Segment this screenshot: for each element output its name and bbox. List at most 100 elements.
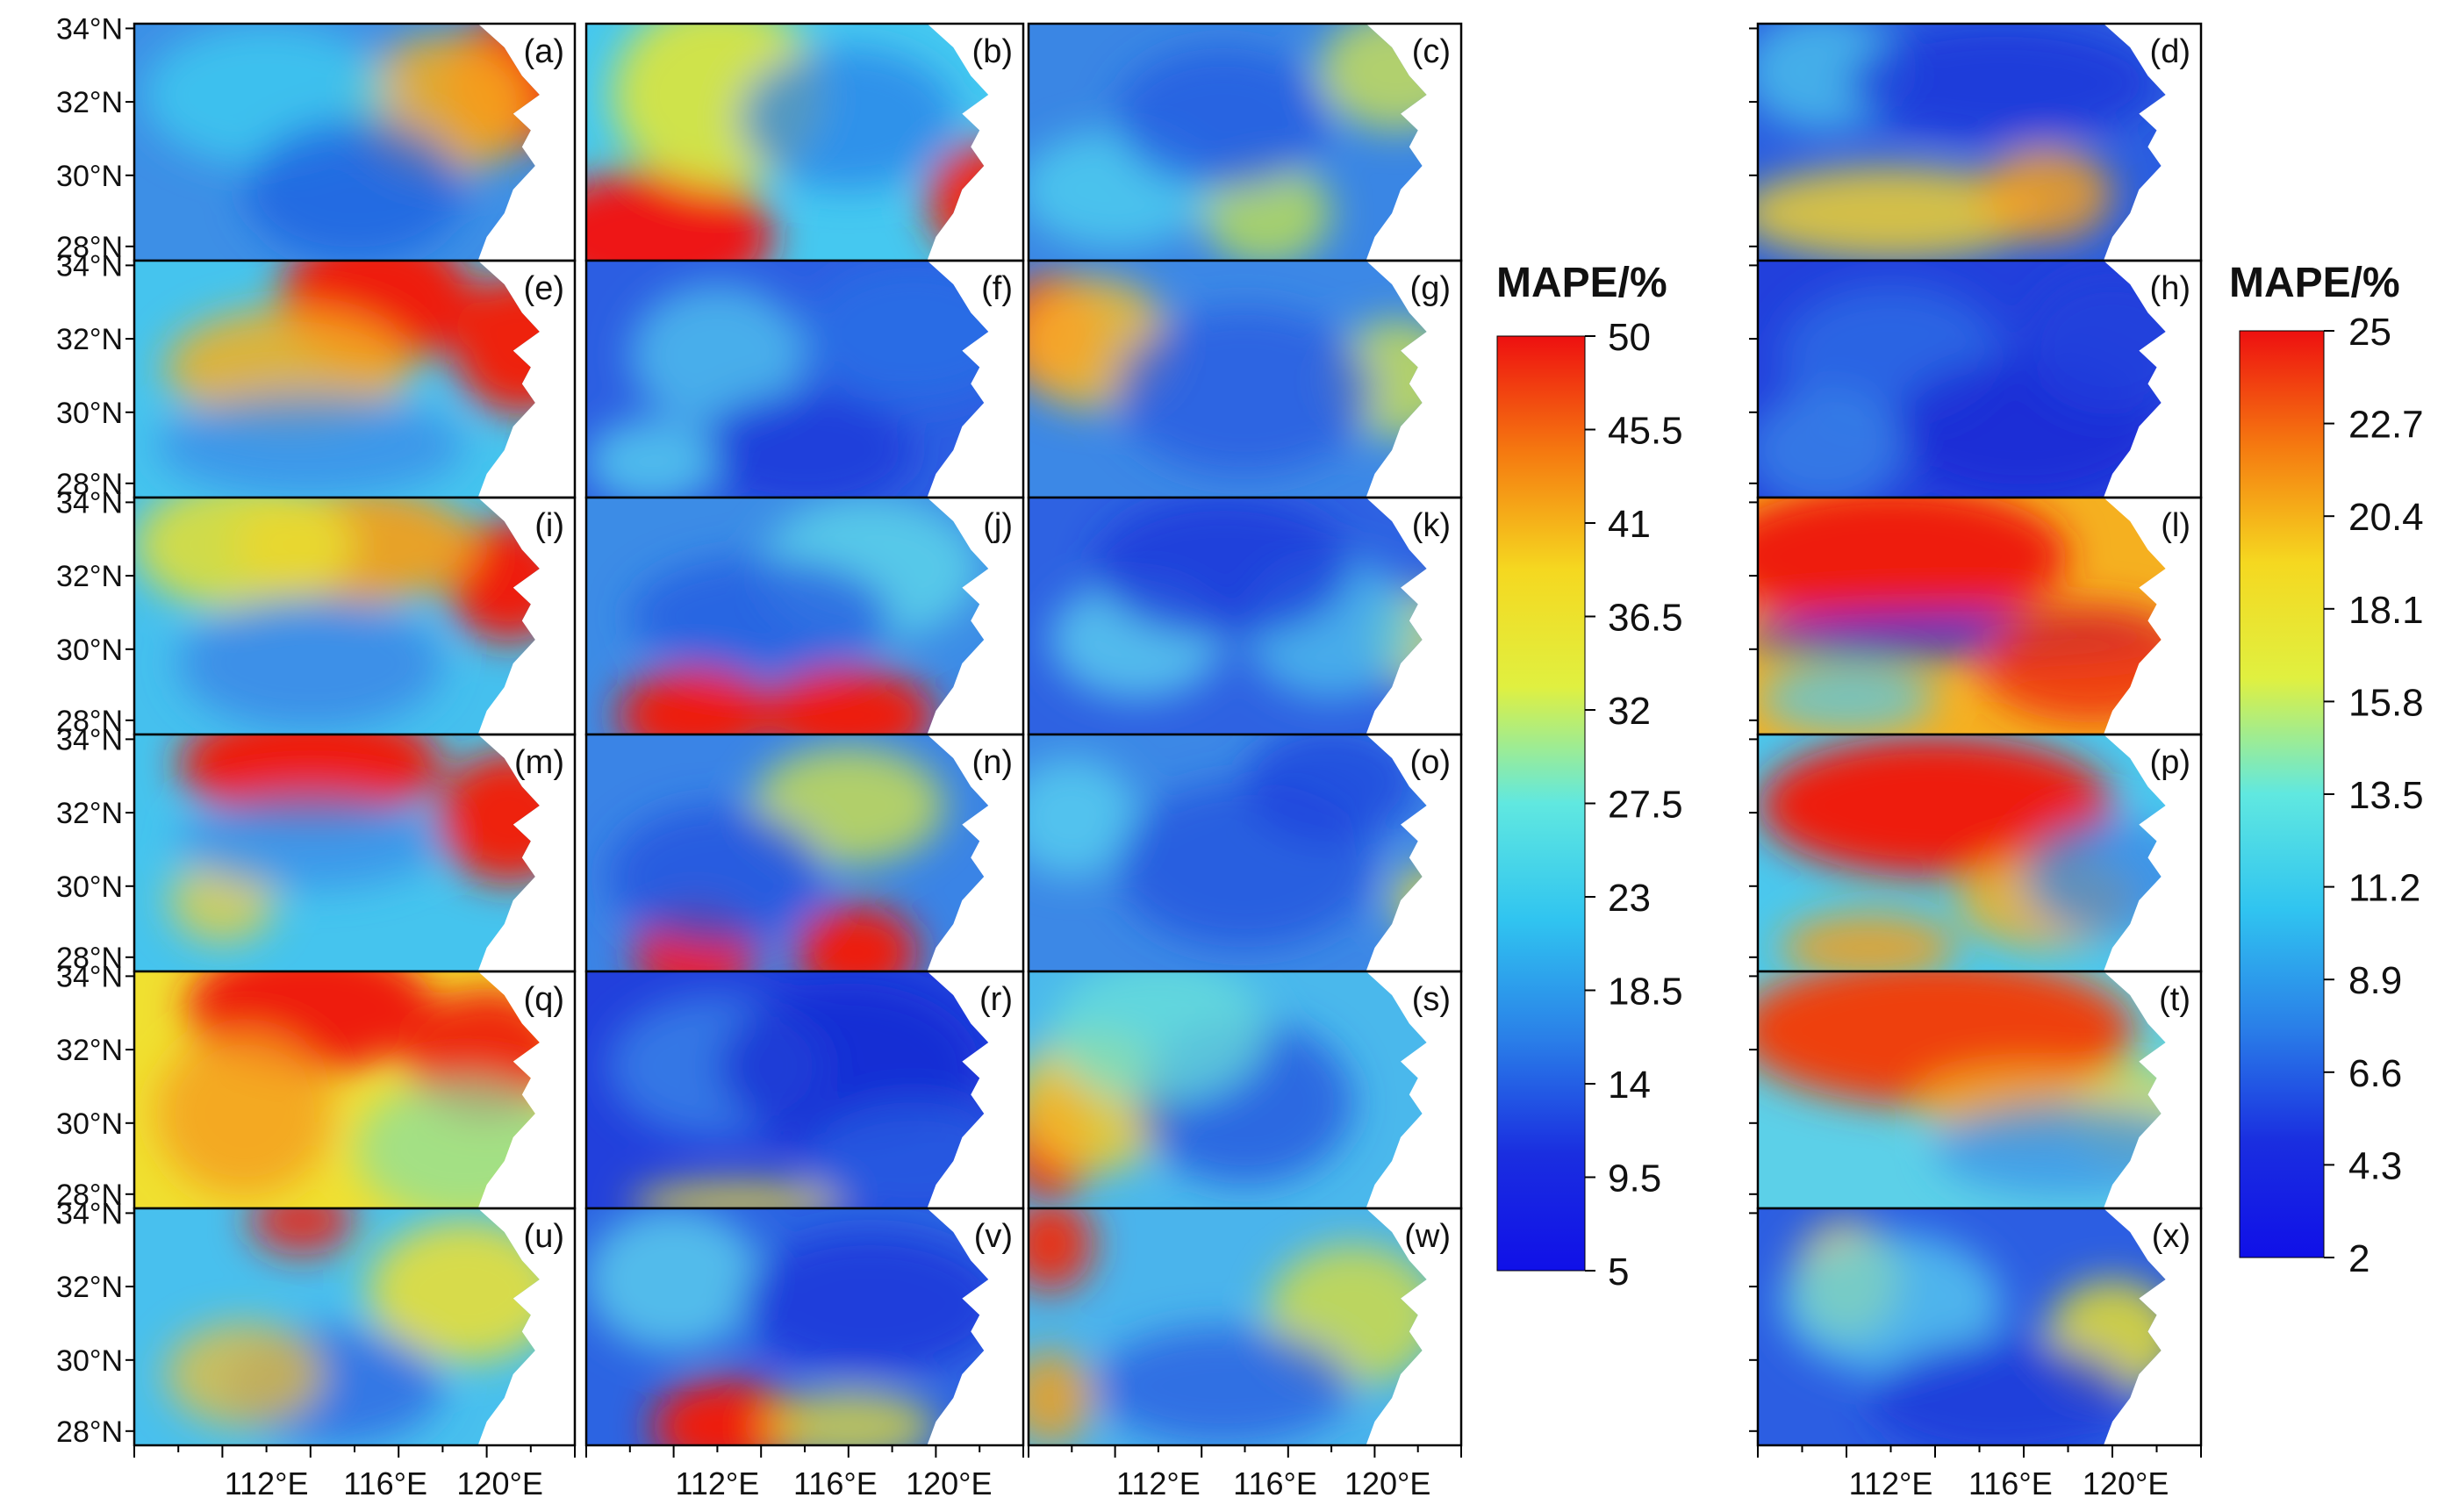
field-region (1029, 1351, 1093, 1445)
field-region (156, 393, 465, 498)
field-region (695, 391, 914, 498)
mape-field (586, 261, 989, 498)
panel-label: (r) (979, 981, 1013, 1018)
map-panel: (d) (1756, 22, 2203, 262)
mape-field (586, 498, 989, 735)
map-panel: (n) (584, 733, 1025, 973)
field-region (1758, 663, 1935, 735)
field-region (165, 1322, 324, 1427)
map-panel: (m) (133, 733, 577, 973)
field-region (178, 735, 443, 822)
map-panel: (q) (133, 970, 577, 1210)
field-region (178, 793, 443, 889)
panel-label: (g) (1410, 270, 1451, 307)
map-panel: (v) (584, 1207, 1025, 1447)
mape-field (1029, 971, 1427, 1208)
field-region (1758, 735, 2112, 877)
field-region (1758, 391, 1904, 498)
field-region (1318, 24, 1427, 131)
map-panel: (p) (1756, 733, 2203, 973)
field-region (1244, 735, 1418, 842)
mape-field (134, 261, 540, 498)
mape-field (1758, 971, 2166, 1208)
field-region (244, 118, 465, 261)
panel-label: (u) (524, 1218, 564, 1255)
lon-tick-label: 112°E (225, 1465, 309, 1501)
colorbar-tick-label: 22.7 (2348, 404, 2424, 447)
map-panel: (t) (1756, 970, 2203, 1210)
field-region (1868, 1338, 2135, 1445)
field-region (1780, 912, 1958, 971)
mape-field (1029, 24, 1427, 261)
field-region (1029, 758, 1137, 877)
map-panel: (b) (584, 22, 1025, 262)
map-panel: (i) (133, 496, 577, 736)
lat-tick-label: 28°N (56, 231, 123, 264)
colorbar-tick-label: 6.6 (2348, 1052, 2402, 1095)
panel-label: (w) (1404, 1218, 1451, 1255)
mape-field (134, 24, 540, 261)
lon-tick-label: 120°E (456, 1465, 542, 1501)
field-region (1050, 971, 1267, 1102)
lat-tick-label: 28°N (56, 942, 123, 975)
lon-tick-label: 116°E (1233, 1465, 1317, 1501)
colorbar-tick-label: 2 (2348, 1237, 2370, 1280)
colorbar-left-title: MAPE/% (1496, 260, 1667, 306)
lat-tick-label: 30°N (56, 871, 123, 904)
field-region (156, 1030, 333, 1197)
colorbar-tick-label: 13.5 (2348, 774, 2424, 817)
mape-field (1758, 498, 2166, 735)
lat-tick-label: 32°N (56, 1034, 123, 1067)
mape-field (1029, 735, 1427, 971)
mape-field (1758, 261, 2166, 498)
lat-tick-label: 34°N (56, 723, 123, 756)
field-region (1029, 1208, 1093, 1292)
lat-tick-label: 30°N (56, 397, 123, 430)
panel-label: (j) (983, 507, 1013, 544)
mape-field (134, 498, 540, 735)
field-region (368, 1220, 540, 1363)
field-region (761, 1390, 936, 1445)
lon-tick-label: 120°E (906, 1465, 992, 1501)
field-region (1758, 498, 2068, 628)
mape-field (1758, 24, 2166, 261)
map-panel: (x) (1756, 1207, 2203, 1447)
field-region (586, 170, 775, 261)
field-region (2024, 817, 2166, 936)
colorbar-tick-label: 15.8 (2348, 681, 2424, 724)
colorbar-tick-label: 25 (2348, 311, 2391, 354)
field-region (1115, 47, 1332, 190)
map-panel: (g) (1027, 259, 1463, 499)
mape-field (586, 971, 989, 1208)
panel-label: (n) (972, 744, 1013, 781)
field-region (248, 1208, 355, 1256)
panel-label: (k) (1412, 507, 1451, 544)
panel-label: (i) (534, 507, 564, 544)
map-panel: (e) (133, 259, 577, 499)
field-region (739, 47, 958, 190)
map-panel: (o) (1027, 733, 1463, 973)
field-region (1758, 166, 2047, 261)
field-region (629, 556, 893, 676)
colorbar-tick-label: 32 (1608, 690, 1651, 733)
mape-field (134, 735, 540, 971)
field-region (1115, 308, 1375, 474)
lat-tick-label: 32°N (56, 86, 123, 119)
lat-tick-label: 32°N (56, 797, 123, 830)
lat-tick-label: 32°N (56, 1271, 123, 1304)
map-panel: (j) (584, 496, 1025, 736)
lat-tick-label: 34°N (56, 249, 123, 283)
field-region (1093, 498, 1353, 640)
panel-label: (b) (972, 33, 1013, 70)
panel-label: (d) (2150, 33, 2190, 70)
colorbar-tick-label: 8.9 (2348, 959, 2402, 1002)
lat-tick-label: 34°N (56, 12, 123, 46)
map-panel: (h) (1756, 259, 2203, 499)
field-region (1392, 864, 1427, 936)
field-region (1979, 604, 2166, 723)
lat-tick-label: 30°N (56, 1344, 123, 1378)
colorbar-tick-label: 41 (1608, 503, 1651, 546)
panel-label: (s) (1412, 981, 1451, 1018)
lat-tick-label: 28°N (56, 705, 123, 738)
